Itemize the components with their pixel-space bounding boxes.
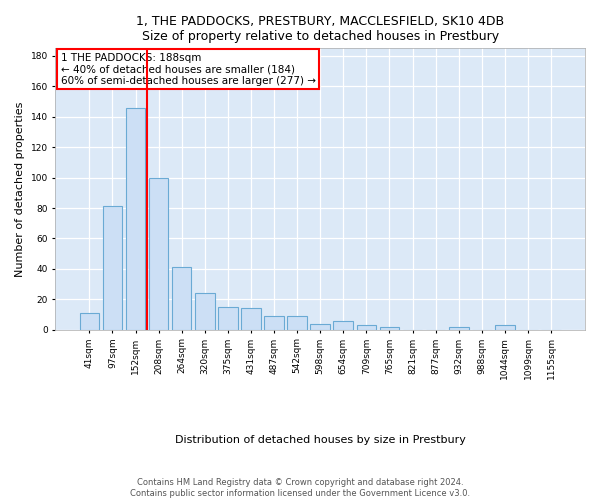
Text: 1 THE PADDOCKS: 188sqm
← 40% of detached houses are smaller (184)
60% of semi-de: 1 THE PADDOCKS: 188sqm ← 40% of detached… [61,52,316,86]
X-axis label: Distribution of detached houses by size in Prestbury: Distribution of detached houses by size … [175,435,466,445]
Bar [149,178,169,330]
Text: Contains HM Land Registry data © Crown copyright and database right 2024.
Contai: Contains HM Land Registry data © Crown c… [130,478,470,498]
Bar [218,307,238,330]
Y-axis label: Number of detached properties: Number of detached properties [15,102,25,276]
Bar [449,326,469,330]
Bar [334,320,353,330]
Bar [310,324,330,330]
Bar [103,206,122,330]
Bar [264,316,284,330]
Bar [172,268,191,330]
Bar [356,325,376,330]
Bar [195,293,215,330]
Title: 1, THE PADDOCKS, PRESTBURY, MACCLESFIELD, SK10 4DB
Size of property relative to : 1, THE PADDOCKS, PRESTBURY, MACCLESFIELD… [136,15,504,43]
Bar [80,313,99,330]
Bar [125,108,145,330]
Bar [380,326,400,330]
Bar [241,308,261,330]
Bar [495,325,515,330]
Bar [287,316,307,330]
